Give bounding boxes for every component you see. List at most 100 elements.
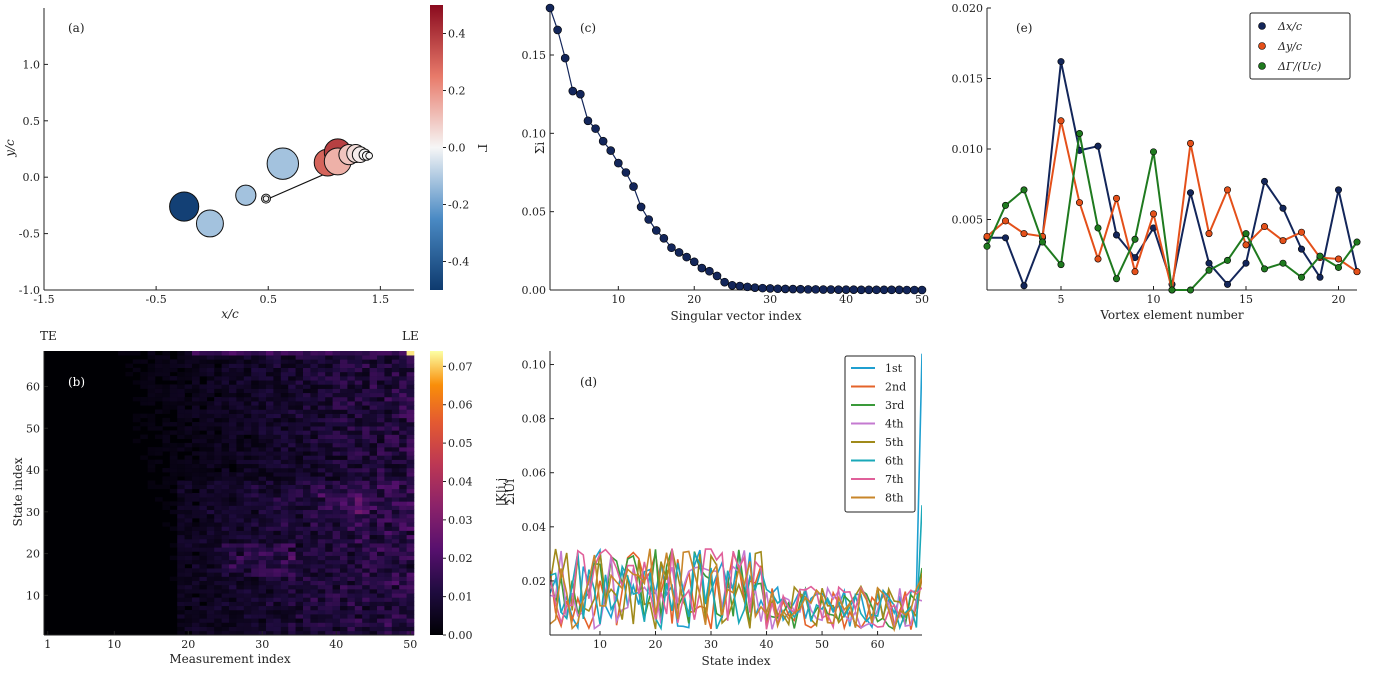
heatmap-cell: [251, 447, 259, 452]
heatmap-cell: [192, 497, 200, 502]
heatmap-cell: [362, 430, 370, 435]
heatmap-cell: [303, 622, 311, 627]
singular-value-point: [659, 234, 669, 243]
heatmap-cell: [199, 451, 208, 456]
heatmap-cell: [177, 459, 185, 465]
heatmap-cell: [184, 367, 193, 373]
heatmap-cell: [303, 559, 311, 565]
heatmap-cell: [221, 551, 230, 556]
heatmap-cell: [199, 543, 208, 548]
heatmap-cell: [243, 447, 252, 452]
heatmap-cell: [221, 434, 230, 440]
heatmap-cell: [177, 355, 185, 360]
panel-d-label: (d): [580, 375, 597, 389]
heatmap-cell: [369, 422, 378, 427]
panel-b-te-label: TE: [40, 329, 57, 343]
heatmap-cell: [347, 380, 356, 385]
heatmap-cell: [147, 447, 156, 452]
heatmap-cell: [155, 371, 163, 377]
heatmap-cell: [125, 371, 134, 377]
heatmap-cell: [310, 476, 319, 481]
heatmap-cell: [317, 422, 326, 427]
heatmap-cell: [140, 434, 148, 440]
heatmap-cell: [369, 405, 378, 410]
heatmap-cell: [332, 467, 341, 473]
heatmap-cell: [169, 401, 178, 406]
heatmap-cell: [221, 384, 230, 389]
heatmap-cell: [243, 438, 252, 444]
heatmap-cell: [310, 447, 319, 452]
heatmap-cell: [280, 434, 289, 440]
heatmap-cell: [177, 480, 185, 485]
heatmap-cell: [303, 614, 311, 619]
heatmap-cell: [325, 426, 333, 431]
heatmap-cell: [251, 572, 259, 577]
panel-d-modes: (d) State index ΣiUi 10 20 30 40 50 600.020.0…: [503, 351, 922, 668]
heatmap-cell: [369, 593, 378, 598]
heatmap-cell: [325, 526, 333, 531]
heatmap-cell: [273, 580, 282, 586]
colorbar-tick-label: 0.0: [448, 142, 466, 155]
heatmap-cell: [325, 513, 333, 519]
error-point: [1039, 238, 1047, 246]
mode-line-4th: [550, 550, 922, 630]
heatmap-cell: [354, 601, 363, 607]
heatmap-cell: [206, 555, 215, 561]
heatmap-cell: [406, 413, 415, 419]
heatmap-cell: [155, 384, 163, 389]
singular-value-point: [689, 257, 699, 267]
heatmap-cell: [288, 405, 296, 410]
heatmap-cell: [317, 568, 326, 573]
heatmap-cell: [377, 614, 385, 619]
heatmap-cell: [310, 543, 319, 548]
heatmap-cell: [391, 584, 400, 590]
heatmap-cell: [266, 547, 274, 552]
heatmap-cell: [384, 543, 393, 548]
heatmap-cell: [362, 547, 370, 552]
heatmap-cell: [354, 543, 363, 548]
heatmap-cell: [384, 363, 393, 369]
heatmap-cell: [325, 618, 333, 623]
heatmap-cell: [243, 480, 252, 485]
heatmap-cell: [214, 626, 222, 632]
heatmap-cell: [377, 593, 385, 598]
heatmap-cell: [258, 518, 267, 523]
heatmap-cell: [303, 417, 311, 423]
heatmap-cell: [347, 392, 356, 398]
heatmap-cell: [184, 401, 193, 406]
heatmap-cell: [332, 522, 341, 527]
heatmap-cell: [377, 501, 385, 506]
heatmap-cell: [229, 355, 237, 360]
heatmap-cell: [221, 555, 230, 561]
heatmap-cell: [177, 513, 185, 519]
heatmap-cell: [221, 497, 230, 502]
heatmap-cell: [362, 601, 370, 607]
heatmap-cell: [273, 609, 282, 615]
heatmap-cell: [347, 413, 356, 419]
heatmap-cell: [399, 351, 407, 356]
heatmap-cell: [332, 572, 341, 577]
heatmap-cell: [354, 564, 363, 569]
heatmap-cell: [288, 447, 296, 452]
heatmap-cell: [184, 434, 193, 440]
heatmap-cell: [258, 363, 267, 369]
y-tick-label: 0.02: [522, 575, 547, 588]
singular-value-point: [849, 285, 858, 294]
heatmap-cell: [162, 351, 171, 356]
heatmap-cell: [317, 434, 326, 440]
x-tick-label: 40: [329, 638, 343, 651]
heatmap-cell: [391, 380, 400, 385]
heatmap-cell: [317, 597, 326, 602]
heatmap-cell: [229, 622, 237, 627]
heatmap-cell: [354, 522, 363, 527]
heatmap-cell: [221, 467, 230, 473]
heatmap-cell: [295, 447, 304, 452]
singular-value-point: [902, 285, 912, 295]
heatmap-cell: [206, 380, 215, 385]
heatmap-cell: [369, 609, 378, 615]
heatmap-cell: [251, 493, 259, 498]
heatmap-cell: [340, 480, 348, 485]
heatmap-cell: [391, 447, 400, 452]
heatmap-cell: [354, 530, 363, 536]
heatmap-cell: [310, 417, 319, 423]
